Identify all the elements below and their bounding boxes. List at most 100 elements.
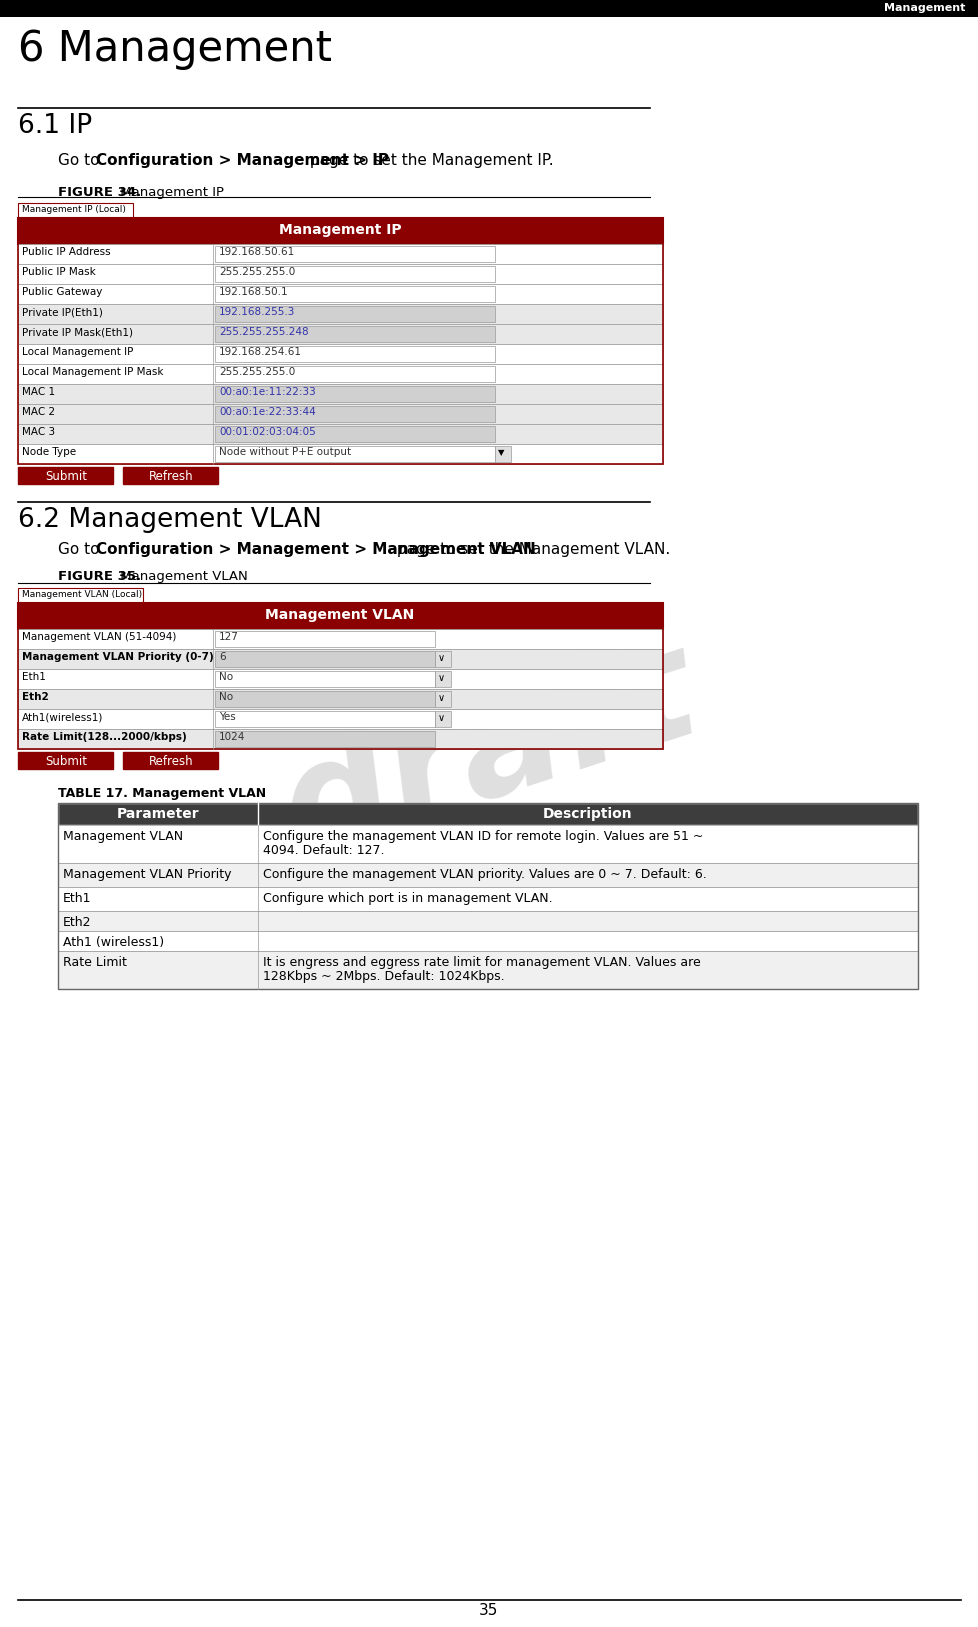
Bar <box>434 651 451 667</box>
Bar <box>215 325 495 342</box>
Text: Submit: Submit <box>45 470 87 483</box>
Text: Local Management IP: Local Management IP <box>22 347 133 356</box>
Text: 00:a0:1e:11:22:33: 00:a0:1e:11:22:33 <box>219 387 316 397</box>
Text: page to set the Management IP.: page to set the Management IP. <box>304 153 553 168</box>
Bar <box>58 862 917 887</box>
Bar <box>495 446 511 462</box>
Bar <box>215 407 495 421</box>
Text: Configuration > Management > Management VLAN: Configuration > Management > Management … <box>96 542 536 556</box>
Bar <box>18 264 662 285</box>
Bar <box>58 911 917 931</box>
Text: Go to: Go to <box>58 153 105 168</box>
Bar <box>58 804 917 825</box>
Bar <box>58 804 917 989</box>
Bar <box>18 649 662 669</box>
Text: Refresh: Refresh <box>149 755 193 768</box>
Text: 1024: 1024 <box>219 732 245 742</box>
Text: 4094. Default: 127.: 4094. Default: 127. <box>263 844 384 857</box>
Text: ∨: ∨ <box>437 713 445 722</box>
Bar <box>123 467 218 483</box>
Bar <box>18 709 662 729</box>
Bar <box>215 306 495 322</box>
Bar <box>215 386 495 402</box>
Bar <box>215 366 495 382</box>
Bar <box>215 426 495 443</box>
Text: 192.168.50.61: 192.168.50.61 <box>219 247 295 257</box>
Text: MAC 2: MAC 2 <box>22 407 55 417</box>
Text: Management VLAN: Management VLAN <box>115 569 247 582</box>
Text: MAC 1: MAC 1 <box>22 387 55 397</box>
Bar <box>215 731 434 747</box>
Bar <box>18 444 662 464</box>
Text: Yes: Yes <box>219 713 236 722</box>
Text: 192.168.255.3: 192.168.255.3 <box>219 308 295 317</box>
Text: Submit: Submit <box>45 755 87 768</box>
Text: Ath1 (wireless1): Ath1 (wireless1) <box>63 936 164 949</box>
Text: TABLE 17. Management VLAN: TABLE 17. Management VLAN <box>58 787 266 800</box>
Text: Management: Management <box>883 3 964 13</box>
Bar <box>18 203 133 218</box>
Text: 6: 6 <box>219 652 225 662</box>
Text: Management VLAN: Management VLAN <box>63 830 183 843</box>
Text: Configure which port is in management VLAN.: Configure which port is in management VL… <box>263 892 552 905</box>
Text: Rate Limit: Rate Limit <box>63 957 127 970</box>
Bar <box>18 688 662 709</box>
Bar <box>215 651 434 667</box>
Text: Eth2: Eth2 <box>22 691 49 701</box>
Text: 127: 127 <box>219 631 239 643</box>
Text: ∨: ∨ <box>437 652 445 662</box>
Bar <box>215 691 434 708</box>
Text: 6 Management: 6 Management <box>18 28 332 70</box>
Bar <box>434 670 451 687</box>
Text: 00:a0:1e:22:33:44: 00:a0:1e:22:33:44 <box>219 407 316 417</box>
Text: draft: draft <box>262 617 715 890</box>
Bar <box>215 711 434 727</box>
Text: Ath1(wireless1): Ath1(wireless1) <box>22 713 104 722</box>
Text: page to set the Management VLAN.: page to set the Management VLAN. <box>391 542 670 556</box>
Text: Management IP: Management IP <box>279 223 401 238</box>
Text: ∨: ∨ <box>437 674 445 683</box>
Bar <box>18 343 662 364</box>
Bar <box>434 691 451 708</box>
Text: Management IP (Local): Management IP (Local) <box>22 205 126 215</box>
Bar <box>18 630 662 649</box>
Bar <box>58 952 917 989</box>
Text: Eth1: Eth1 <box>22 672 46 682</box>
Text: No: No <box>219 672 233 682</box>
Bar <box>18 244 662 264</box>
Bar <box>58 825 917 862</box>
Text: ∨: ∨ <box>437 693 445 703</box>
Bar <box>18 304 662 324</box>
Text: Refresh: Refresh <box>149 470 193 483</box>
Bar <box>18 587 143 604</box>
Text: Rate Limit(128...2000/kbps): Rate Limit(128...2000/kbps) <box>22 732 187 742</box>
Bar <box>18 364 662 384</box>
Bar <box>0 0 978 16</box>
Text: 35: 35 <box>479 1603 498 1617</box>
Bar <box>434 711 451 727</box>
Text: No: No <box>219 691 233 701</box>
Text: ▼: ▼ <box>498 447 504 457</box>
Text: Public IP Address: Public IP Address <box>22 247 111 257</box>
Bar <box>215 347 495 361</box>
Text: Eth2: Eth2 <box>63 916 91 929</box>
Bar <box>18 604 662 748</box>
Text: Local Management IP Mask: Local Management IP Mask <box>22 368 163 377</box>
Bar <box>18 729 662 748</box>
Text: Node Type: Node Type <box>22 447 76 457</box>
Text: 128Kbps ~ 2Mbps. Default: 1024Kbps.: 128Kbps ~ 2Mbps. Default: 1024Kbps. <box>263 970 504 983</box>
Text: Management VLAN Priority: Management VLAN Priority <box>63 867 231 880</box>
Text: Private IP(Eth1): Private IP(Eth1) <box>22 308 103 317</box>
Bar <box>18 218 662 464</box>
Text: FIGURE 34.: FIGURE 34. <box>58 185 141 198</box>
Text: Configure the management VLAN ID for remote login. Values are 51 ~: Configure the management VLAN ID for rem… <box>263 830 702 843</box>
Text: 255.255.255.248: 255.255.255.248 <box>219 327 308 337</box>
Bar <box>18 604 662 630</box>
Text: Management IP: Management IP <box>115 185 224 198</box>
Bar <box>123 752 218 770</box>
Text: 255.255.255.0: 255.255.255.0 <box>219 267 295 277</box>
Text: 192.168.254.61: 192.168.254.61 <box>219 347 301 356</box>
Bar <box>18 467 112 483</box>
Text: FIGURE 35.: FIGURE 35. <box>58 569 141 582</box>
Bar <box>18 403 662 425</box>
